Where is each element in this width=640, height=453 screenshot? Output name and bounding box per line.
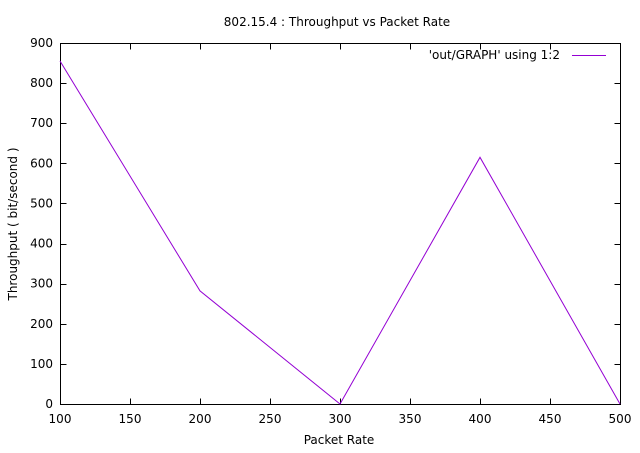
x-tick-label: 300 [329,412,352,426]
x-tick-label: 400 [469,412,492,426]
y-tick-label: 200 [30,317,53,331]
y-tick-label: 900 [30,36,53,50]
y-tick-label: 100 [30,357,53,371]
series-group [59,60,621,405]
y-axis-label: Throughput ( bit/second ) [6,147,20,301]
x-tick-label: 500 [609,412,632,426]
legend-label: 'out/GRAPH' using 1:2 [429,48,560,62]
chart-title: 802.15.4 : Throughput vs Packet Rate [224,15,450,29]
plot-frame [60,43,621,405]
x-tick-label: 250 [259,412,282,426]
x-tick-label: 450 [539,412,562,426]
y-tick-label: 300 [30,277,53,291]
y-axis-label-group: Throughput ( bit/second ) [6,147,20,301]
y-tick-label: 500 [30,196,53,210]
x-tick-label: 150 [119,412,142,426]
legend: 'out/GRAPH' using 1:2 [429,48,606,62]
x-tick-label: 350 [399,412,422,426]
y-tick-label: 800 [30,76,53,90]
y-tick-label: 600 [30,156,53,170]
axis-ticks [60,43,621,405]
x-axis-label: Packet Rate [304,433,375,447]
y-tick-label: 700 [30,116,53,130]
x-tick-label: 200 [189,412,212,426]
series-line [59,60,621,405]
axis-tick-labels: 100 150 200 250 300 350 400 450 5000100200300400… [30,36,631,426]
y-tick-label: 400 [30,237,53,251]
y-tick-label: 0 [45,397,53,411]
x-tick-label: 100 [49,412,72,426]
